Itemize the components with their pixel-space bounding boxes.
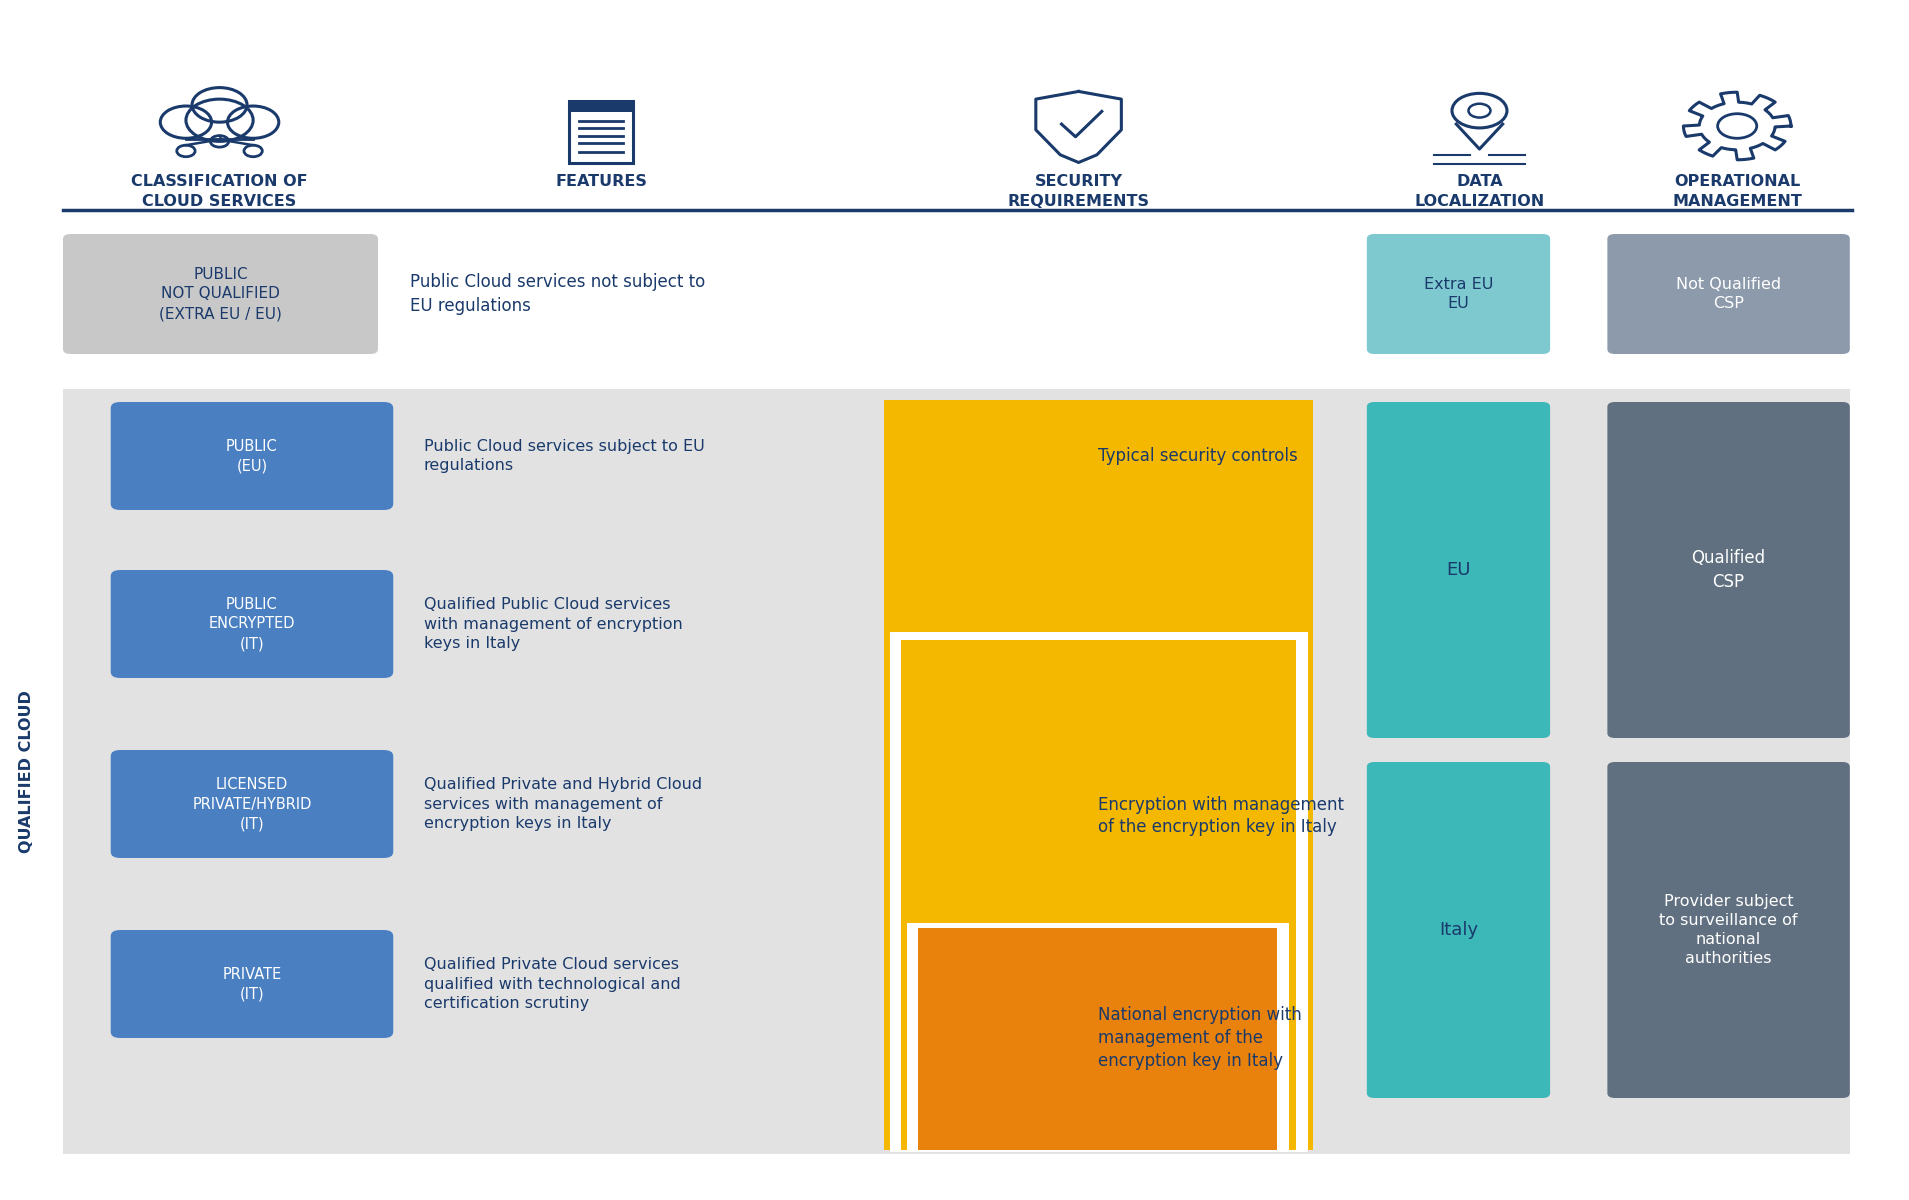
- FancyBboxPatch shape: [1367, 234, 1550, 354]
- Text: CLASSIFICATION OF
CLOUD SERVICES: CLASSIFICATION OF CLOUD SERVICES: [132, 174, 307, 209]
- Text: National encryption with
management of the
encryption key in Italy: National encryption with management of t…: [1098, 1006, 1302, 1070]
- Polygon shape: [884, 400, 1313, 1150]
- Text: Qualified Private Cloud services
qualified with technological and
certification : Qualified Private Cloud services qualifi…: [424, 958, 680, 1010]
- Text: Extra EU
EU: Extra EU EU: [1424, 276, 1493, 311]
- FancyBboxPatch shape: [63, 234, 378, 354]
- FancyBboxPatch shape: [1607, 762, 1850, 1098]
- Text: EU: EU: [1447, 560, 1470, 578]
- Text: SECURITY
REQUIREMENTS: SECURITY REQUIREMENTS: [1008, 174, 1149, 209]
- Text: PUBLIC
ENCRYPTED
(IT): PUBLIC ENCRYPTED (IT): [208, 596, 296, 652]
- Text: Qualified Public Cloud services
with management of encryption
keys in Italy: Qualified Public Cloud services with man…: [424, 598, 683, 650]
- FancyBboxPatch shape: [1367, 402, 1550, 738]
- FancyBboxPatch shape: [111, 402, 393, 510]
- Text: PUBLIC
NOT QUALIFIED
(EXTRA EU / EU): PUBLIC NOT QUALIFIED (EXTRA EU / EU): [158, 266, 283, 322]
- Text: Public Cloud services not subject to
EU regulations: Public Cloud services not subject to EU …: [410, 274, 706, 314]
- Text: LICENSED
PRIVATE/HYBRID
(IT): LICENSED PRIVATE/HYBRID (IT): [193, 776, 311, 832]
- Text: Typical security controls: Typical security controls: [1098, 446, 1298, 464]
- Polygon shape: [890, 632, 1308, 1152]
- FancyBboxPatch shape: [1607, 402, 1850, 738]
- Text: Public Cloud services subject to EU
regulations: Public Cloud services subject to EU regu…: [424, 439, 704, 473]
- Text: Italy: Italy: [1439, 922, 1478, 938]
- FancyBboxPatch shape: [111, 570, 393, 678]
- Polygon shape: [918, 928, 1277, 1150]
- Polygon shape: [569, 103, 634, 112]
- Text: OPERATIONAL
MANAGEMENT: OPERATIONAL MANAGEMENT: [1672, 174, 1802, 209]
- Polygon shape: [901, 640, 1296, 1150]
- Polygon shape: [907, 923, 1289, 1152]
- FancyBboxPatch shape: [1367, 762, 1550, 1098]
- Text: DATA
LOCALIZATION: DATA LOCALIZATION: [1415, 174, 1544, 209]
- Text: Provider subject
to surveillance of
national
authorities: Provider subject to surveillance of nati…: [1659, 894, 1798, 966]
- Text: Qualified Private and Hybrid Cloud
services with management of
encryption keys i: Qualified Private and Hybrid Cloud servi…: [424, 778, 703, 830]
- Text: Encryption with management
of the encryption key in Italy: Encryption with management of the encryp…: [1098, 796, 1344, 836]
- Text: PUBLIC
(EU): PUBLIC (EU): [225, 438, 279, 473]
- Text: PRIVATE
(IT): PRIVATE (IT): [221, 967, 283, 1001]
- FancyBboxPatch shape: [111, 750, 393, 858]
- Polygon shape: [63, 389, 1850, 1154]
- Text: Qualified
CSP: Qualified CSP: [1691, 550, 1766, 590]
- FancyBboxPatch shape: [1607, 234, 1850, 354]
- FancyBboxPatch shape: [111, 930, 393, 1038]
- Text: Not Qualified
CSP: Not Qualified CSP: [1676, 276, 1781, 311]
- Text: FEATURES: FEATURES: [556, 174, 647, 188]
- Text: QUALIFIED CLOUD: QUALIFIED CLOUD: [19, 690, 34, 853]
